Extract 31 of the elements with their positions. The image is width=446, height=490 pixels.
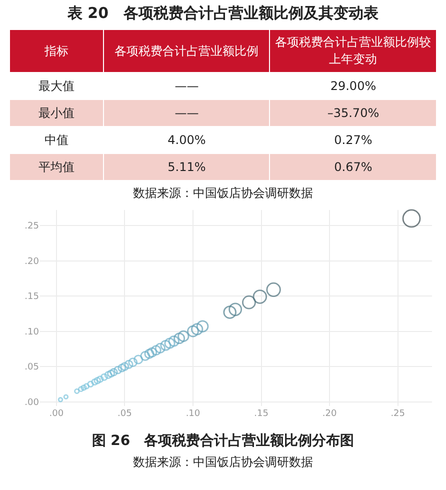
- y-tick-label: .00: [24, 398, 40, 408]
- y-tick-label: .10: [24, 327, 40, 338]
- y-tick-label: .25: [24, 222, 39, 232]
- x-tick-label: .20: [322, 409, 337, 419]
- text: 29.00%: [270, 72, 436, 100]
- text: 平均值: [10, 154, 104, 180]
- text: 指标: [10, 30, 104, 72]
- text: 最小值: [10, 100, 104, 126]
- x-tick-label: .10: [186, 409, 200, 419]
- text: ——: [103, 72, 270, 100]
- text: 5.11%: [103, 154, 270, 180]
- x-tick-label: .00: [49, 409, 64, 419]
- text: –35.70%: [270, 100, 436, 126]
- y-tick-label: .20: [24, 256, 40, 267]
- x-tick-label: .15: [254, 409, 268, 419]
- text: 最大值: [10, 72, 104, 100]
- y-tick-label: .05: [24, 362, 39, 373]
- source-note: 数据来源：中国饭店协会调研数据: [132, 454, 314, 471]
- text: 图 26 各项税费合计占营业额比例分布图: [90, 432, 356, 450]
- text: 表 20 各项税费合计占营业额比例及其变动表: [66, 4, 380, 23]
- y-tick-label: .15: [24, 292, 39, 302]
- x-tick-label: .25: [390, 409, 406, 419]
- x-tick-label: .05: [118, 409, 132, 419]
- text: 各项税费合计占营业额比例较上年变动: [270, 30, 436, 72]
- text: 中值: [10, 126, 104, 154]
- text: 4.00%: [103, 126, 270, 154]
- text: 0.27%: [270, 126, 436, 154]
- text: 各项税费合计占营业额比例: [103, 30, 270, 72]
- source-note: 数据来源：中国饭店协会调研数据: [132, 185, 314, 202]
- text: 0.67%: [270, 154, 436, 180]
- text: ——: [103, 100, 270, 126]
